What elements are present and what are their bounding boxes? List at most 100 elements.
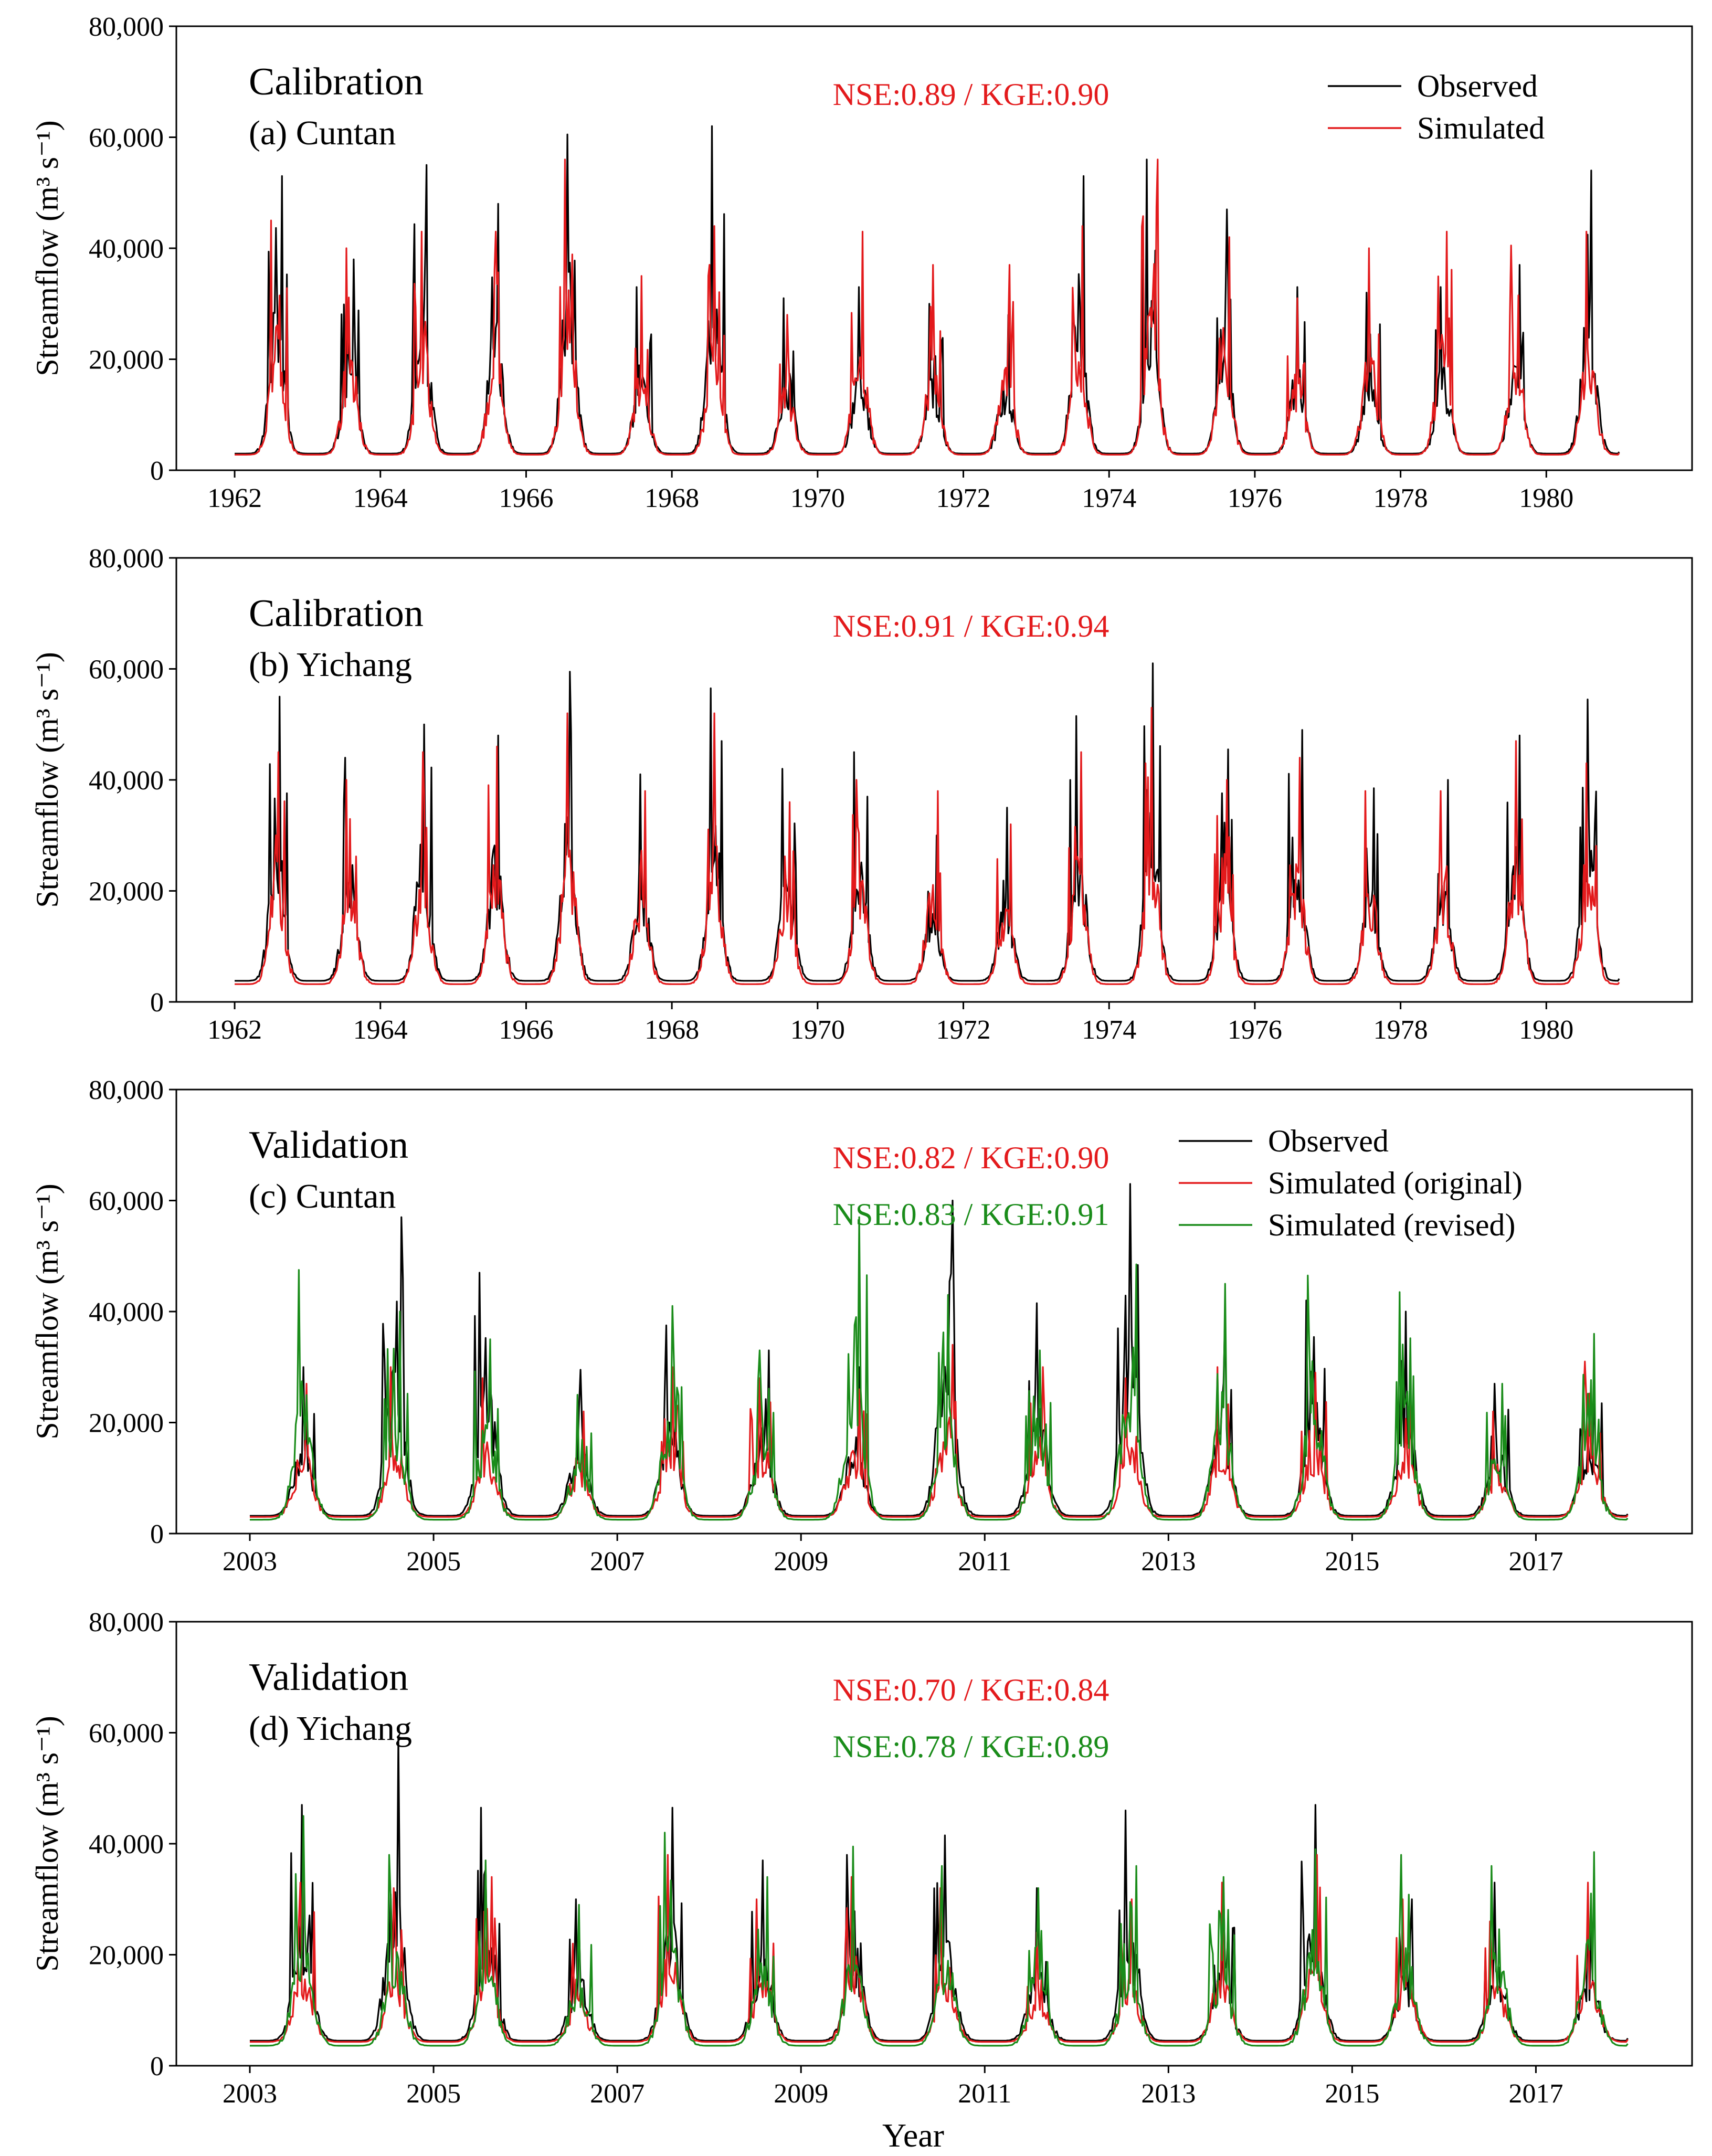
x-tick-label: 2015 bbox=[1325, 2079, 1379, 2109]
x-tick-label: 1974 bbox=[1082, 1015, 1136, 1045]
y-tick-label: 80,000 bbox=[89, 12, 164, 42]
x-tick-label: 2009 bbox=[774, 1547, 828, 1577]
y-tick-label: 80,000 bbox=[89, 544, 164, 574]
x-tick-label: 2013 bbox=[1141, 2079, 1196, 2109]
y-axis-label-text: Streamflow bbox=[30, 1817, 65, 1972]
metric-annotation: NSE:0.89 / KGE:0.90 bbox=[833, 77, 1109, 112]
x-tick-label: 2015 bbox=[1325, 1547, 1379, 1577]
chart-panel-b: 0 20,000 40,000 60,000 80,000 1962 1964 1966 196… bbox=[30, 544, 1693, 1045]
x-tick-label: 2003 bbox=[223, 2079, 277, 2109]
x-tick-label: 2003 bbox=[223, 1547, 277, 1577]
y-tick-label: 20,000 bbox=[89, 1941, 164, 1971]
x-tick-label: 2017 bbox=[1508, 1547, 1563, 1577]
x-tick-label: 2005 bbox=[406, 1547, 461, 1577]
x-tick-label: 2007 bbox=[590, 2079, 644, 2109]
y-axis-label-text: Streamflow bbox=[30, 221, 65, 376]
y-tick-label: 80,000 bbox=[89, 1608, 164, 1637]
chart-panel-a: 0 20,000 40,000 60,000 80,000 1962 1964 1966 196… bbox=[30, 12, 1693, 513]
series-line-observed bbox=[235, 662, 1620, 982]
y-tick-label: 60,000 bbox=[89, 1719, 164, 1749]
x-tick-label: 1978 bbox=[1373, 483, 1428, 513]
x-tick-label: 1966 bbox=[499, 483, 553, 513]
panel-heading: Validation bbox=[249, 1124, 408, 1167]
y-axis-label: Streamflow (m³ s⁻¹) bbox=[30, 1183, 65, 1440]
y-tick-label: 20,000 bbox=[89, 345, 164, 375]
y-axis-unit: (m³ s⁻¹) bbox=[30, 1183, 65, 1285]
metric-annotation: NSE:0.83 / KGE:0.91 bbox=[833, 1197, 1109, 1232]
panel-station-label: (a) Cuntan bbox=[249, 114, 396, 152]
x-tick-label: 1980 bbox=[1519, 483, 1573, 513]
x-tick-label: 1972 bbox=[936, 1015, 991, 1045]
x-tick-label: 1970 bbox=[790, 483, 845, 513]
chart-panel-d: 0 20,000 40,000 60,000 80,000 2003 2005 2007 200… bbox=[30, 1608, 1693, 2109]
y-tick-label: 80,000 bbox=[89, 1075, 164, 1105]
x-tick-label: 2011 bbox=[958, 1547, 1011, 1577]
y-tick-label: 0 bbox=[150, 988, 164, 1018]
x-tick-label: 2009 bbox=[774, 2079, 828, 2109]
x-tick-label: 1976 bbox=[1228, 1015, 1282, 1045]
metric-annotation: NSE:0.91 / KGE:0.94 bbox=[833, 609, 1109, 643]
panel-station-label: (b) Yichang bbox=[249, 646, 412, 684]
x-tick-label: 2013 bbox=[1141, 1547, 1196, 1577]
panels-group: 0 20,000 40,000 60,000 80,000 1962 1964 1966 196… bbox=[30, 12, 1693, 2109]
x-tick-label: 2007 bbox=[590, 1547, 644, 1577]
x-tick-label: 1974 bbox=[1082, 483, 1136, 513]
y-tick-label: 40,000 bbox=[89, 1297, 164, 1327]
y-tick-label: 60,000 bbox=[89, 123, 164, 153]
x-tick-label: 2011 bbox=[958, 2079, 1011, 2109]
y-axis-label-text: Streamflow bbox=[30, 753, 65, 908]
legend-label: Simulated bbox=[1417, 111, 1545, 145]
y-axis-unit: (m³ s⁻¹) bbox=[30, 120, 65, 221]
y-tick-label: 20,000 bbox=[89, 1409, 164, 1439]
legend-label: Observed bbox=[1417, 69, 1538, 103]
legend-label: Observed bbox=[1268, 1124, 1389, 1158]
chart-panel-c: 0 20,000 40,000 60,000 80,000 2003 2005 2007 200… bbox=[30, 1075, 1693, 1577]
x-tick-label: 2017 bbox=[1508, 2079, 1563, 2109]
x-tick-label: 1968 bbox=[644, 483, 699, 513]
y-tick-label: 60,000 bbox=[89, 1187, 164, 1217]
y-axis-unit: (m³ s⁻¹) bbox=[30, 652, 65, 753]
series-line-simulated-original bbox=[250, 1344, 1629, 1518]
x-tick-label: 1976 bbox=[1228, 483, 1282, 513]
y-axis-label: Streamflow (m³ s⁻¹) bbox=[30, 120, 65, 376]
x-tick-label: 1972 bbox=[936, 483, 991, 513]
y-tick-label: 0 bbox=[150, 2052, 164, 2081]
panel-station-label: (c) Cuntan bbox=[249, 1177, 396, 1216]
metric-annotation: NSE:0.82 / KGE:0.90 bbox=[833, 1140, 1109, 1175]
y-tick-label: 0 bbox=[150, 1519, 164, 1549]
x-tick-label: 1964 bbox=[353, 483, 408, 513]
legend-label: Simulated (original) bbox=[1268, 1166, 1523, 1200]
x-tick-label: 1978 bbox=[1373, 1015, 1428, 1045]
x-tick-label: 1962 bbox=[207, 1015, 262, 1045]
series-line-simulated-original bbox=[250, 1854, 1629, 2043]
panel-station-label: (d) Yichang bbox=[249, 1709, 412, 1748]
legend-label: Simulated (revised) bbox=[1268, 1208, 1516, 1242]
x-tick-label: 1964 bbox=[353, 1015, 408, 1045]
y-axis-label: Streamflow (m³ s⁻¹) bbox=[30, 1716, 65, 1972]
y-axis-unit: (m³ s⁻¹) bbox=[30, 1716, 65, 1817]
series-line-simulated-revised bbox=[250, 1216, 1629, 1521]
x-tick-label: 1970 bbox=[790, 1015, 845, 1045]
metric-annotation: NSE:0.78 / KGE:0.89 bbox=[833, 1729, 1109, 1764]
x-tick-label: 1966 bbox=[499, 1015, 553, 1045]
y-tick-label: 40,000 bbox=[89, 234, 164, 264]
y-tick-label: 40,000 bbox=[89, 766, 164, 796]
x-tick-label: 1962 bbox=[207, 483, 262, 513]
series-line-simulated bbox=[235, 158, 1620, 456]
x-axis-label: Year bbox=[882, 2117, 944, 2154]
x-tick-label: 2005 bbox=[406, 2079, 461, 2109]
x-tick-label: 1968 bbox=[644, 1015, 699, 1045]
panel-heading: Validation bbox=[249, 1656, 408, 1699]
y-axis-label: Streamflow (m³ s⁻¹) bbox=[30, 652, 65, 908]
x-tick-label: 1980 bbox=[1519, 1015, 1573, 1045]
series-line-simulated-revised bbox=[250, 1815, 1629, 2047]
panel-heading: Calibration bbox=[249, 592, 424, 635]
y-tick-label: 0 bbox=[150, 456, 164, 486]
series-line-simulated bbox=[235, 706, 1620, 985]
panel-heading: Calibration bbox=[249, 60, 424, 103]
y-axis-label-text: Streamflow bbox=[30, 1285, 65, 1440]
y-tick-label: 60,000 bbox=[89, 655, 164, 685]
y-tick-label: 40,000 bbox=[89, 1830, 164, 1859]
y-tick-label: 20,000 bbox=[89, 877, 164, 907]
